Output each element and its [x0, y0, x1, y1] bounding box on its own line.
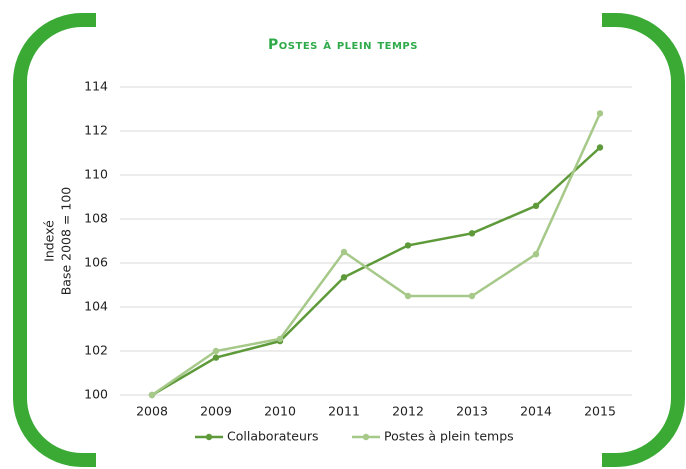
- legend-swatch: [205, 433, 213, 441]
- y-tick-label: 100: [84, 387, 108, 402]
- legend-label: Collaborateurs: [227, 429, 319, 444]
- y-tick-label: 108: [84, 211, 108, 226]
- data-point: [596, 144, 604, 151]
- data-point: [468, 230, 476, 237]
- y-tick-label: 104: [84, 299, 108, 314]
- series-line: [151, 112, 602, 397]
- data-point: [340, 248, 348, 256]
- data-point: [468, 292, 476, 300]
- x-tick-label: 2008: [136, 404, 168, 419]
- frame-left: [13, 13, 96, 467]
- data-point: [532, 202, 540, 209]
- x-tick-label: 2010: [264, 404, 296, 419]
- data-point: [404, 292, 412, 300]
- x-tick-label: 2015: [584, 404, 616, 419]
- x-tick-label: 2014: [520, 404, 552, 419]
- data-point: [212, 347, 220, 355]
- frame-right: [602, 13, 685, 467]
- data-point: [276, 335, 284, 343]
- data-point: [148, 391, 156, 399]
- x-tick-label: 2012: [392, 404, 424, 419]
- legend-swatch: [362, 433, 370, 441]
- y-tick-label: 112: [84, 123, 108, 138]
- y-tick-label: 114: [84, 79, 108, 94]
- legend-label: Postes à plein temps: [384, 429, 514, 444]
- data-point: [404, 242, 412, 249]
- y-axis-label: Base 2008 = 100: [59, 187, 74, 296]
- y-tick-label: 102: [84, 343, 108, 358]
- y-axis-label: Indexé: [42, 220, 57, 262]
- data-point: [212, 354, 220, 361]
- y-tick-label: 110: [84, 167, 108, 182]
- data-point: [340, 274, 348, 281]
- series-line: [151, 146, 601, 397]
- chart-title: Postes à plein temps: [268, 37, 418, 53]
- y-tick-label: 106: [84, 255, 108, 270]
- x-tick-label: 2009: [200, 404, 232, 419]
- x-tick-label: 2011: [328, 404, 360, 419]
- data-point: [596, 110, 604, 117]
- x-tick-label: 2013: [456, 404, 488, 419]
- data-point: [532, 251, 540, 258]
